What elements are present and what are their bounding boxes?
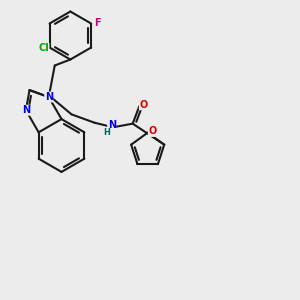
Text: O: O	[140, 100, 148, 110]
Text: N: N	[45, 92, 53, 102]
Text: H: H	[103, 128, 110, 137]
Text: N: N	[22, 105, 30, 115]
Text: O: O	[148, 126, 157, 136]
Text: N: N	[108, 120, 116, 130]
Text: F: F	[94, 18, 101, 28]
Text: Cl: Cl	[38, 43, 49, 53]
